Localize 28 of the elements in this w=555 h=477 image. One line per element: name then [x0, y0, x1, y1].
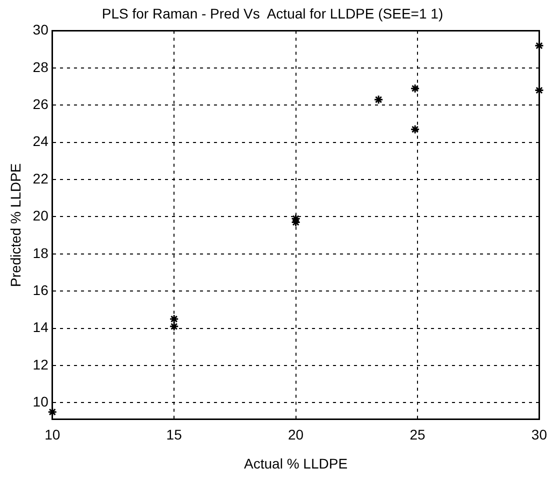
point	[169, 322, 179, 332]
point	[534, 86, 544, 96]
point	[534, 40, 544, 50]
y-tick-label: 16	[32, 282, 49, 298]
x-tick-label: 20	[288, 426, 304, 443]
x-axis-title: Actual % LLDPE	[244, 455, 348, 472]
point	[410, 84, 420, 94]
point	[291, 218, 301, 228]
x-tick-label: 15	[166, 426, 182, 443]
y-tick-label: 14	[32, 319, 49, 336]
y-tick-label: 10	[32, 394, 49, 410]
y-tick-label: 26	[32, 96, 49, 112]
x-tick-label: 10	[44, 426, 60, 443]
x-tick-label: 25	[410, 426, 426, 443]
point	[410, 124, 420, 134]
x-tick-label: 30	[531, 426, 548, 443]
point	[374, 94, 384, 104]
y-tick-label: 18	[32, 244, 49, 261]
y-tick-label: 30	[32, 22, 49, 38]
y-tick-label: 12	[32, 356, 49, 372]
point	[48, 407, 58, 417]
point	[169, 314, 179, 324]
chart-title: PLS for Raman - Pred Vs Actual for LLDPE (SEE=1 1)	[102, 5, 444, 22]
y-axis-title: Predicted % LLDPE	[7, 163, 24, 287]
y-tick-label: 24	[32, 133, 49, 150]
y-tick-label: 28	[32, 58, 49, 75]
y-tick-label: 20	[32, 208, 49, 224]
y-tick-label: 22	[32, 170, 49, 186]
